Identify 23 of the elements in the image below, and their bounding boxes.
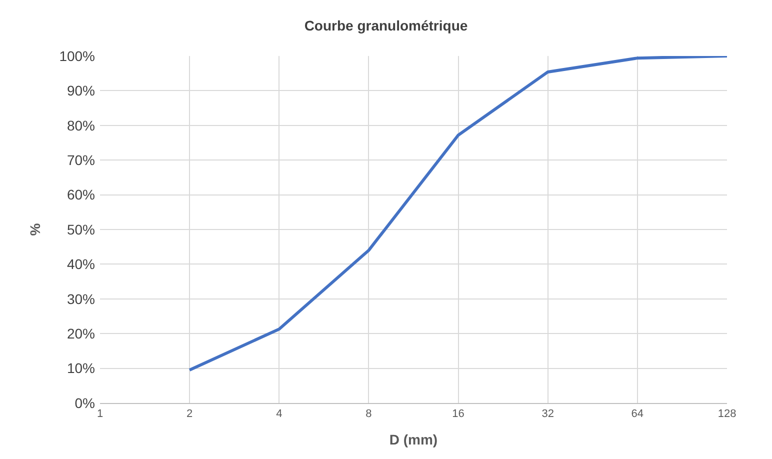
x-tick-label: 8 xyxy=(366,408,372,420)
x-tick-label: 128 xyxy=(718,408,736,420)
chart-title: Courbe granulométrique xyxy=(304,17,468,34)
y-tick-label: 20% xyxy=(66,326,95,342)
y-tick-label: 70% xyxy=(66,152,95,168)
y-tick-label: 0% xyxy=(74,394,95,411)
y-tick-label: 50% xyxy=(66,221,95,238)
x-tick-label: 64 xyxy=(631,408,644,420)
y-tick-label: 30% xyxy=(66,290,95,307)
y-axis-title: % xyxy=(26,222,43,236)
x-tick-label: 32 xyxy=(542,408,554,420)
x-tick-label: 4 xyxy=(276,408,282,420)
y-tick-label: 40% xyxy=(66,256,95,272)
x-axis-title: D (mm) xyxy=(389,432,438,448)
y-tick-label: 90% xyxy=(66,82,95,99)
y-tick-label: 100% xyxy=(59,48,95,64)
x-tick-label: 1 xyxy=(96,408,104,420)
x-tick-label: 16 xyxy=(452,408,464,420)
x-tick-label: 2 xyxy=(186,408,193,420)
y-tick-label: 10% xyxy=(66,360,95,376)
line-series xyxy=(188,56,727,372)
y-tick-label: 80% xyxy=(66,117,95,134)
y-tick-label: 60% xyxy=(66,186,95,203)
